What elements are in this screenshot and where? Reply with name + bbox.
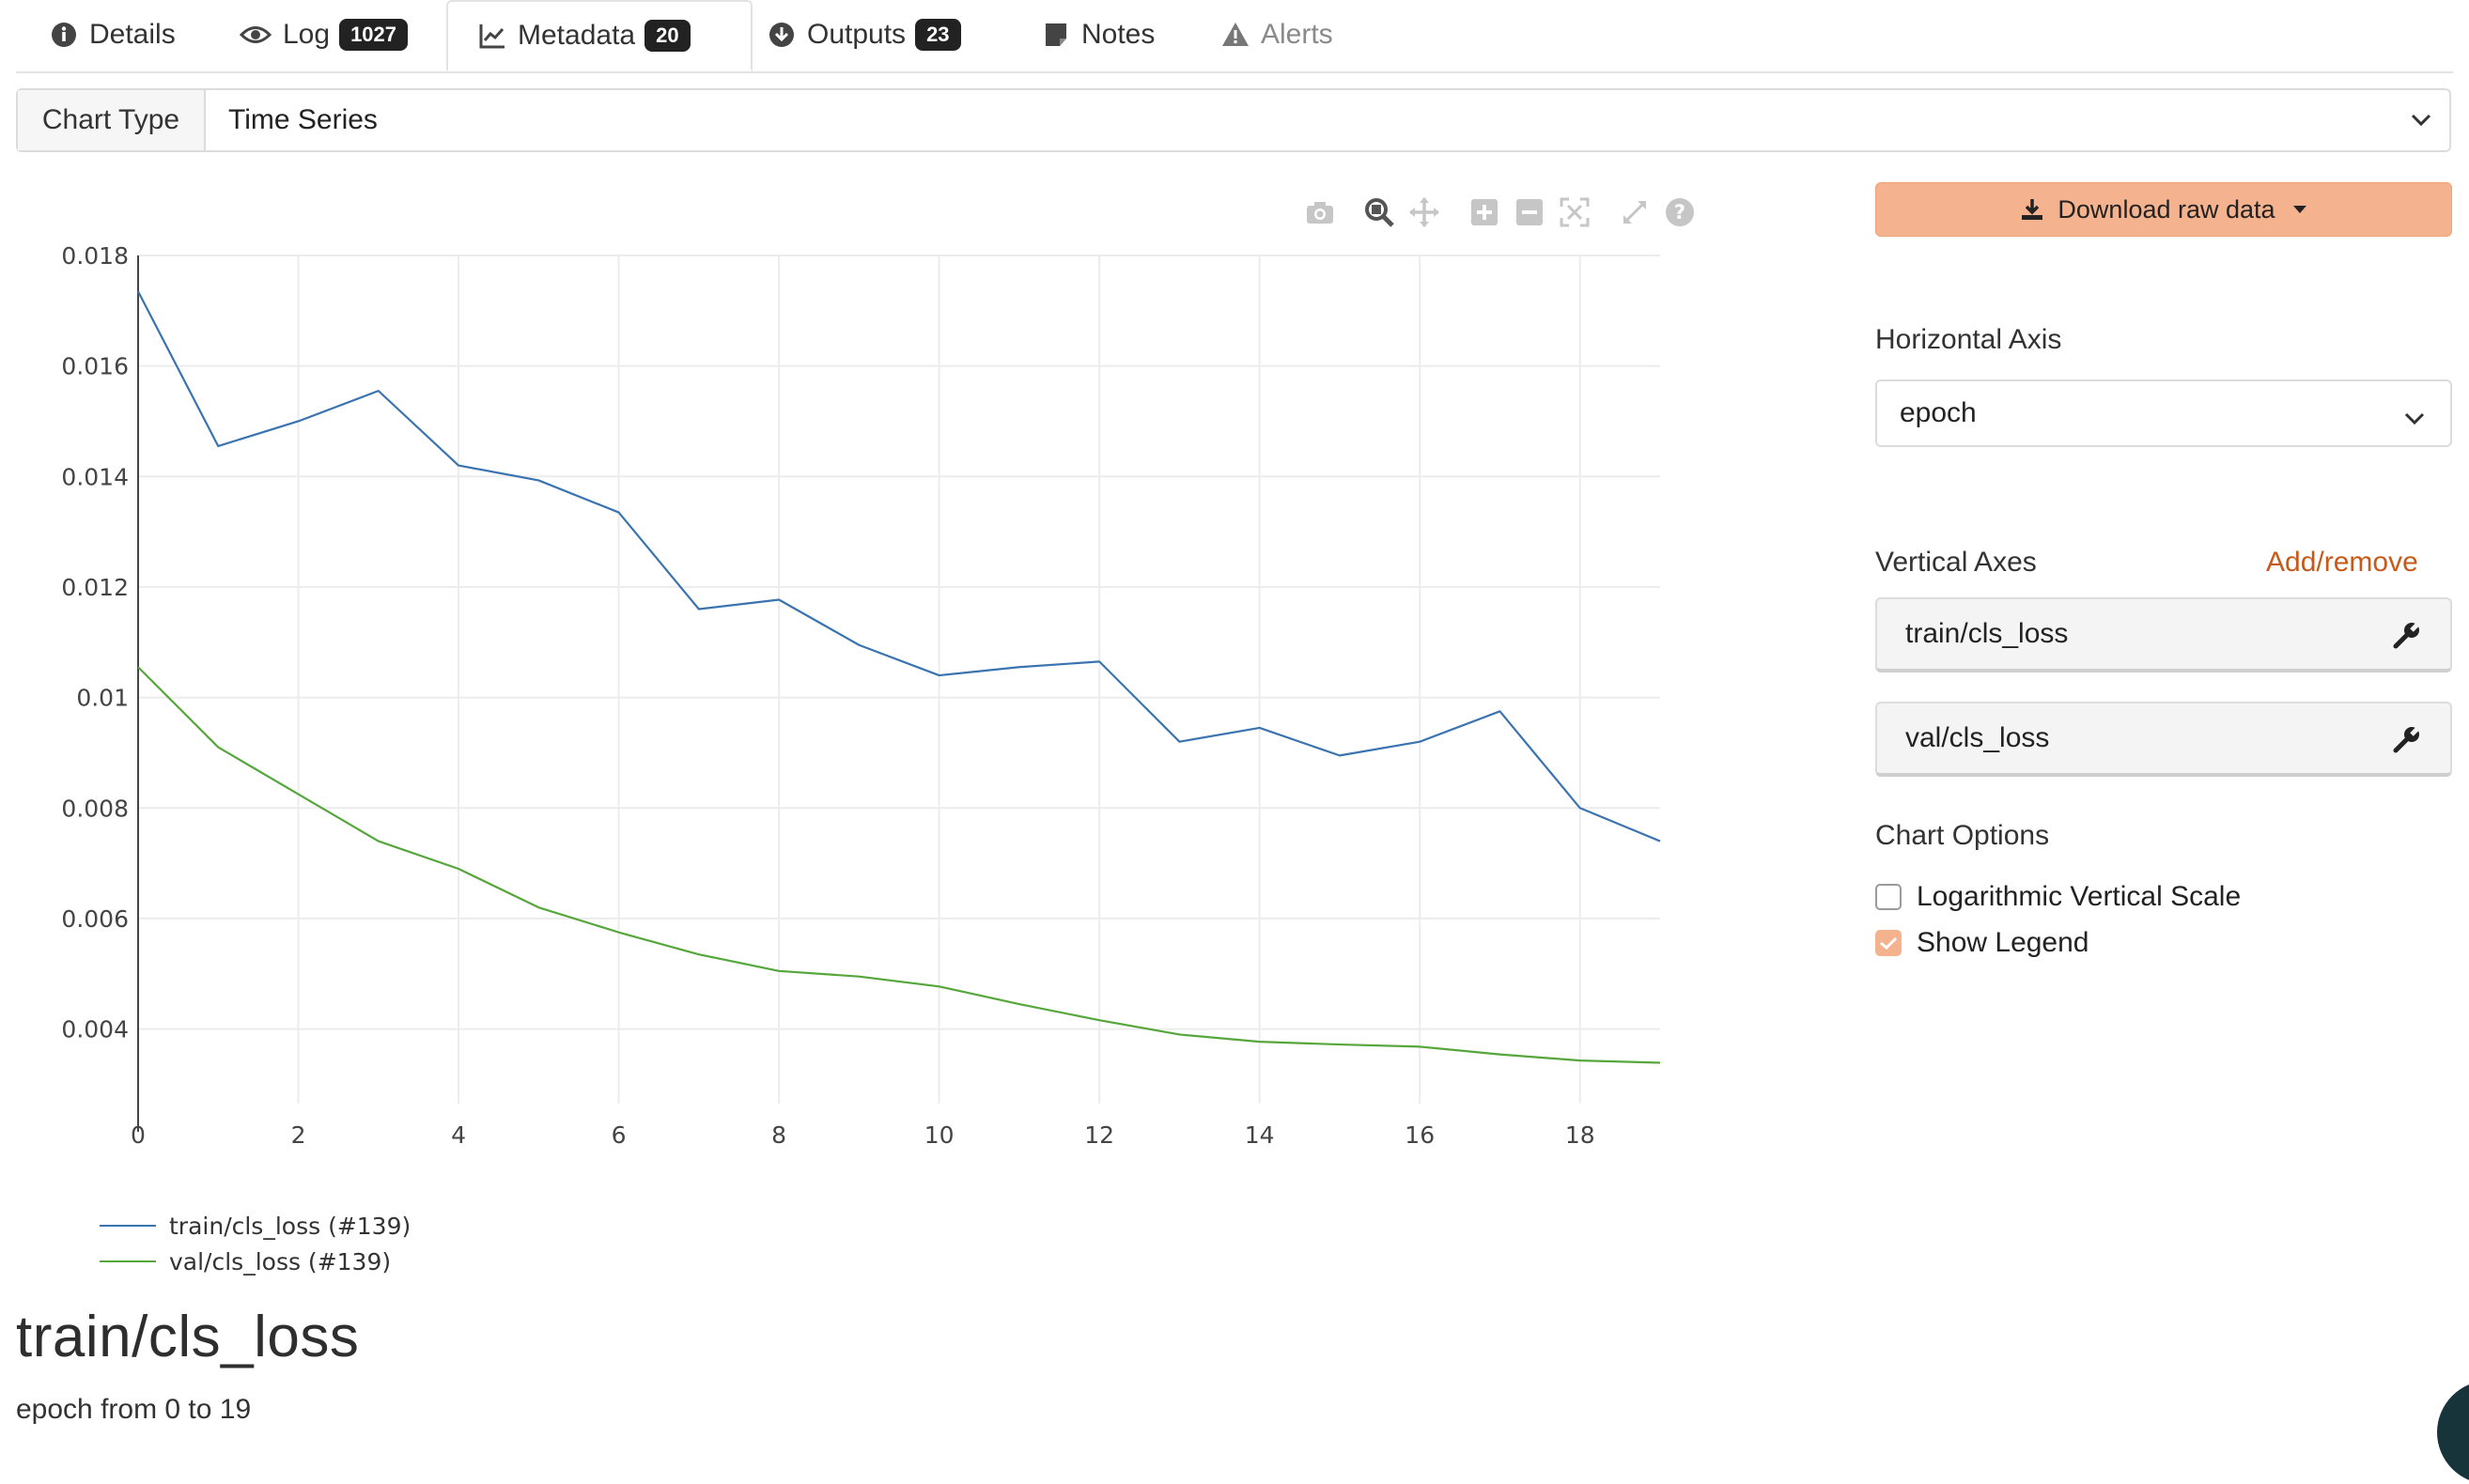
horizontal-axis-value: epoch [1900,397,1977,428]
tab-details[interactable]: Details [50,0,210,70]
download-icon [2020,197,2044,222]
chevron-down-icon[interactable] [2393,90,2449,150]
download-raw-data-label: Download raw data [2058,194,2275,224]
val-loss-line [137,666,1661,1064]
vertical-axis-name: val/cls_loss [1905,722,2050,753]
eye-icon [240,21,272,49]
tab-metadata-label: Metadata [518,20,636,51]
tab-log-label: Log [283,19,331,50]
horizontal-axis-select[interactable]: epoch [1875,379,2452,447]
chart-legend: train/cls_loss (#139) val/cls_loss (#139… [100,1208,411,1279]
zoom-in-icon[interactable] [1467,195,1501,229]
tab-notes[interactable]: Notes [1042,0,1183,70]
vertical-axis-item[interactable]: val/cls_loss [1875,702,2452,777]
info-icon [50,21,78,49]
y-tick-label: 0.008 [61,795,129,822]
train-loss-line [137,290,1661,842]
tab-metadata[interactable]: Metadata 20 [446,0,753,71]
autoscale-icon[interactable] [1558,195,1592,229]
tab-alerts-label: Alerts [1261,19,1333,50]
y-tick-label: 0.01 [76,685,129,712]
wrench-icon[interactable] [2392,620,2422,657]
legend-swatch-train [100,1225,156,1227]
reset-axes-icon[interactable] [1618,195,1652,229]
legend-item-val[interactable]: val/cls_loss (#139) [100,1244,411,1279]
tab-outputs-label: Outputs [807,19,907,50]
tab-details-label: Details [89,19,176,50]
download-circle-icon [768,21,796,49]
note-icon [1042,21,1070,49]
log-scale-label: Logarithmic Vertical Scale [1917,881,2242,912]
y-tick-label: 0.006 [61,905,129,933]
x-tick-label: 14 [1245,1121,1275,1149]
svg-text:?: ? [1674,201,1685,224]
x-tick-label: 16 [1405,1121,1435,1149]
chevron-down-icon [2403,402,2426,434]
x-tick-label: 18 [1565,1121,1595,1149]
tab-notes-label: Notes [1081,19,1156,50]
chart-line-icon [478,22,506,50]
loss-line-chart[interactable]: 0.004 0.006 0.008 0.01 0.012 0.014 0.016 0.018 0… [0,235,1747,1174]
tab-bar: Details Log 1027 Metadata 20 Outputs 23 … [16,0,2453,73]
log-scale-option[interactable]: Logarithmic Vertical Scale [1875,881,2241,913]
tab-outputs[interactable]: Outputs 23 [768,0,1012,70]
vertical-axes-label: Vertical Axes [1875,547,2037,578]
legend-swatch-val [100,1260,156,1262]
show-legend-checkbox[interactable] [1875,930,1902,956]
x-tick-label: 6 [612,1121,627,1149]
metric-range-subtitle: epoch from 0 to 19 [16,1394,252,1425]
tab-alerts[interactable]: Alerts [1221,0,1381,70]
show-legend-option[interactable]: Show Legend [1875,927,2089,959]
chart-type-select[interactable]: Chart Type Time Series [16,88,2451,152]
checkmark-icon [1880,936,1898,951]
metadata-count-badge: 20 [644,20,691,52]
pan-icon[interactable] [1407,195,1441,229]
legend-item-train[interactable]: train/cls_loss (#139) [100,1208,411,1244]
vertical-axis-item[interactable]: train/cls_loss [1875,597,2452,672]
chat-launcher-button[interactable] [2437,1381,2469,1484]
x-tick-label: 10 [924,1121,955,1149]
add-remove-axes-link[interactable]: Add/remove [2266,547,2418,578]
chart-options-label: Chart Options [1875,820,2050,851]
x-tick-label: 8 [771,1121,786,1149]
chart-type-label: Chart Type [18,90,206,150]
x-tick-label: 0 [131,1121,146,1149]
download-raw-data-button[interactable]: Download raw data [1875,182,2452,237]
y-tick-label: 0.016 [61,353,129,380]
chart-type-value[interactable]: Time Series [228,104,378,135]
x-tick-label: 12 [1084,1121,1114,1149]
y-tick-label: 0.014 [61,463,129,490]
log-count-badge: 1027 [339,19,409,51]
camera-icon[interactable] [1303,195,1337,229]
horizontal-axis-label: Horizontal Axis [1875,324,2062,355]
vertical-axis-name: train/cls_loss [1905,618,2069,649]
x-tick-label: 2 [291,1121,306,1149]
help-icon[interactable]: ? [1663,195,1697,229]
zoom-out-icon[interactable] [1513,195,1546,229]
log-scale-checkbox[interactable] [1875,884,1902,910]
warning-icon [1221,21,1250,49]
y-tick-label: 0.004 [61,1016,129,1043]
outputs-count-badge: 23 [915,19,961,51]
tab-log[interactable]: Log 1027 [240,0,446,70]
x-tick-label: 4 [451,1121,466,1149]
legend-label-val: val/cls_loss (#139) [169,1247,392,1275]
y-tick-label: 0.012 [61,574,129,601]
show-legend-label: Show Legend [1917,927,2089,958]
metric-title: train/cls_loss [16,1305,360,1369]
wrench-icon[interactable] [2392,724,2422,762]
y-tick-label: 0.018 [61,242,129,270]
zoom-icon[interactable] [1362,195,1396,229]
caret-down-icon [2292,205,2307,214]
legend-label-train: train/cls_loss (#139) [169,1212,412,1240]
